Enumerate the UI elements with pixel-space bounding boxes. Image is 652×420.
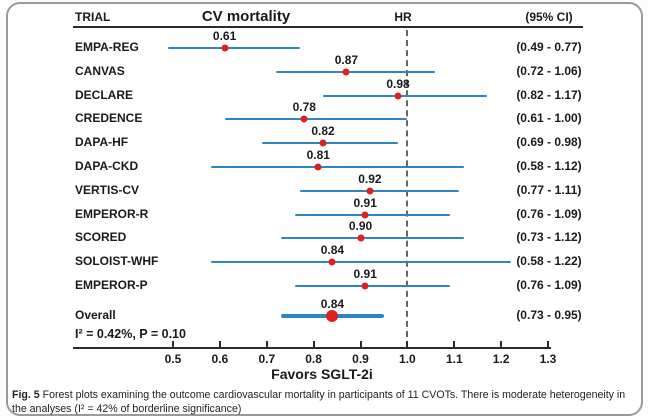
ci-value: (0.58 - 1.12) bbox=[516, 159, 582, 173]
ci-line bbox=[294, 214, 450, 216]
x-axis-tick bbox=[500, 341, 503, 347]
ci-line bbox=[276, 71, 436, 73]
hr-value-label: 0.87 bbox=[334, 53, 359, 67]
point-marker bbox=[221, 44, 229, 52]
x-axis-tick bbox=[359, 341, 362, 347]
x-axis-tick-label: 0.6 bbox=[211, 352, 229, 366]
reference-line-hr1 bbox=[406, 30, 408, 347]
ci-line bbox=[280, 237, 464, 239]
ci-value: (0.76 - 1.09) bbox=[516, 207, 582, 221]
x-axis-tick-label: 1.2 bbox=[492, 352, 510, 366]
point-marker bbox=[326, 310, 339, 322]
x-axis-tick bbox=[406, 341, 409, 347]
ci-line bbox=[299, 190, 459, 192]
x-axis-tick-label: 0.9 bbox=[352, 352, 369, 366]
ci-line bbox=[168, 47, 300, 49]
ci-value: (0.76 - 1.09) bbox=[516, 278, 582, 292]
point-marker bbox=[300, 115, 308, 123]
trial-label: SCORED bbox=[75, 230, 127, 244]
hr-value-label: 0.84 bbox=[320, 243, 345, 257]
trial-label: EMPEROR-P bbox=[75, 278, 148, 292]
hr-value-label: 0.82 bbox=[311, 124, 335, 138]
hr-value-label: 0.91 bbox=[353, 267, 377, 281]
ci-line bbox=[210, 166, 464, 168]
column-header-hr: HR bbox=[394, 10, 412, 24]
x-axis-tick bbox=[312, 341, 315, 347]
point-marker bbox=[328, 258, 336, 266]
trial-label: EMPEROR-R bbox=[75, 207, 149, 221]
hr-value-label: 0.81 bbox=[306, 148, 330, 162]
header-underline bbox=[73, 26, 583, 28]
x-axis-tick bbox=[172, 341, 174, 347]
column-header-outcome: CV mortality bbox=[201, 8, 291, 25]
x-axis-tick-label: 1.1 bbox=[445, 352, 463, 366]
ci-value: (0.58 - 1.22) bbox=[516, 254, 582, 268]
x-axis-tick bbox=[453, 341, 456, 347]
point-marker bbox=[361, 282, 369, 290]
x-axis-tick bbox=[547, 341, 549, 347]
hr-value-label: 0.91 bbox=[353, 196, 377, 210]
trial-label: Overall bbox=[75, 308, 116, 322]
ci-value: (0.61 - 1.00) bbox=[516, 111, 582, 125]
point-marker bbox=[394, 92, 402, 100]
ci-line bbox=[323, 95, 488, 97]
ci-value: (0.49 - 0.77) bbox=[516, 40, 582, 54]
ci-line bbox=[224, 118, 408, 120]
ci-value: (0.73 - 1.12) bbox=[516, 230, 582, 244]
x-axis-tick-label: 1.3 bbox=[539, 352, 557, 366]
trial-label: VERTIS-CV bbox=[75, 183, 140, 197]
hr-value-label: 0.84 bbox=[320, 297, 345, 311]
point-marker bbox=[319, 139, 327, 147]
column-header-trial: TRIAL bbox=[75, 10, 111, 24]
ci-line bbox=[262, 142, 398, 144]
point-marker bbox=[357, 234, 364, 242]
ci-value: (0.82 - 1.17) bbox=[516, 88, 582, 102]
figure-caption-text: Forest plots examining the outcome cardi… bbox=[12, 389, 626, 416]
column-header-ci: (95% CI) bbox=[525, 10, 573, 24]
x-axis-label: Favors SGLT-2i bbox=[271, 366, 373, 382]
ci-line bbox=[294, 285, 450, 287]
x-axis-tick bbox=[265, 341, 268, 347]
ci-line bbox=[210, 261, 511, 263]
trial-label: CANVAS bbox=[75, 64, 125, 78]
point-marker bbox=[342, 68, 350, 76]
trial-label: DAPA-HF bbox=[75, 135, 129, 149]
x-axis-tick-label: 0.5 bbox=[164, 352, 182, 366]
point-marker bbox=[314, 163, 322, 171]
ci-value: (0.69 - 0.98) bbox=[516, 135, 582, 149]
hr-value-label: 0.92 bbox=[358, 172, 382, 186]
ci-value: (0.77 - 1.11) bbox=[516, 183, 582, 197]
x-axis-tick-label: 0.7 bbox=[258, 352, 276, 366]
ci-value: (0.73 - 0.95) bbox=[516, 308, 582, 322]
trial-label: EMPA-REG bbox=[75, 40, 139, 54]
point-marker bbox=[366, 187, 374, 195]
trial-label: DECLARE bbox=[75, 88, 134, 102]
hr-value-label: 0.61 bbox=[212, 29, 237, 43]
x-axis-line bbox=[73, 347, 551, 349]
trial-label: CREDENCE bbox=[75, 111, 143, 125]
ci-value: (0.72 - 1.06) bbox=[516, 64, 582, 78]
hr-value-label: 0.78 bbox=[292, 100, 316, 114]
x-axis-tick-label: 1.0 bbox=[399, 352, 416, 366]
figure-caption-tag: Fig. 5 bbox=[12, 389, 40, 401]
x-axis-tick-label: 0.8 bbox=[305, 352, 322, 366]
figure-caption: Fig. 5 Forest plots examining the outcom… bbox=[12, 388, 642, 417]
heterogeneity-stat: I² = 0.42%, P = 0.10 bbox=[75, 327, 186, 341]
x-axis-tick bbox=[218, 341, 221, 347]
hr-value-label: 0.98 bbox=[386, 77, 410, 91]
point-marker bbox=[361, 211, 369, 219]
trial-label: SOLOIST-WHF bbox=[75, 254, 159, 268]
trial-label: DAPA-CKD bbox=[75, 159, 139, 173]
hr-value-label: 0.90 bbox=[348, 219, 373, 233]
